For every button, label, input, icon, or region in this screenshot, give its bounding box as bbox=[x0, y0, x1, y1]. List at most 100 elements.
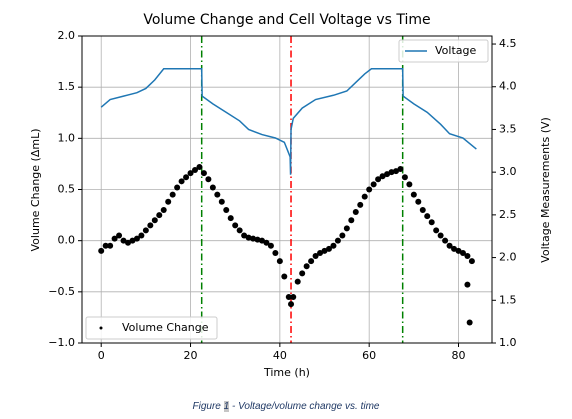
data-point bbox=[267, 242, 274, 249]
data-point bbox=[406, 181, 413, 188]
y-tick-label: −1.0 bbox=[48, 336, 75, 349]
data-point bbox=[183, 174, 190, 181]
data-point bbox=[133, 235, 140, 242]
data-point bbox=[169, 191, 176, 198]
plot-frame bbox=[81, 35, 493, 344]
data-point bbox=[308, 258, 315, 265]
data-point bbox=[366, 186, 373, 193]
data-point bbox=[200, 170, 207, 177]
x-tick-label: 20 bbox=[184, 349, 198, 362]
data-point bbox=[209, 184, 216, 191]
data-point bbox=[138, 232, 145, 239]
data-point bbox=[174, 184, 181, 191]
data-point bbox=[120, 237, 127, 244]
data-point bbox=[191, 167, 198, 174]
x-tick-label: 60 bbox=[362, 349, 376, 362]
data-point bbox=[250, 235, 257, 242]
data-point bbox=[116, 232, 123, 239]
y2-tick-label: 3.0 bbox=[499, 165, 517, 178]
data-point bbox=[98, 247, 105, 254]
data-point bbox=[276, 258, 283, 265]
data-point bbox=[160, 206, 167, 213]
data-point bbox=[303, 263, 310, 270]
legend-box bbox=[85, 316, 218, 340]
data-point bbox=[455, 247, 462, 254]
data-point bbox=[384, 171, 391, 178]
y2-tick-label: 4.5 bbox=[499, 37, 517, 50]
data-point bbox=[111, 235, 118, 242]
data-point bbox=[330, 242, 337, 249]
data-point bbox=[464, 253, 471, 260]
data-point bbox=[446, 242, 453, 249]
data-point bbox=[223, 206, 230, 213]
data-point bbox=[348, 217, 355, 224]
data-point bbox=[125, 239, 132, 246]
data-point bbox=[218, 198, 225, 205]
x-axis-label: Time (h) bbox=[263, 366, 310, 379]
data-point bbox=[321, 247, 328, 254]
data-point bbox=[424, 213, 431, 220]
x-tick-label: 40 bbox=[273, 349, 287, 362]
data-point bbox=[142, 227, 149, 234]
data-point bbox=[433, 227, 440, 234]
data-point bbox=[241, 232, 248, 239]
data-point bbox=[294, 278, 301, 285]
voltage-line bbox=[100, 68, 477, 175]
data-point bbox=[263, 239, 270, 246]
data-point bbox=[464, 281, 471, 288]
y2-tick-label: 2.5 bbox=[499, 208, 517, 221]
data-point bbox=[290, 293, 297, 300]
data-point bbox=[339, 232, 346, 239]
data-point bbox=[317, 249, 324, 256]
data-point bbox=[281, 273, 288, 280]
data-point bbox=[343, 225, 350, 232]
data-point bbox=[196, 163, 203, 170]
y-tick-label: 1.0 bbox=[58, 131, 76, 144]
data-point bbox=[352, 209, 359, 216]
data-point bbox=[397, 166, 404, 173]
chart-title: Volume Change and Cell Voltage vs Time bbox=[143, 12, 430, 28]
data-point bbox=[288, 301, 295, 308]
data-point bbox=[415, 198, 422, 205]
data-point bbox=[232, 222, 239, 229]
data-point bbox=[401, 174, 408, 181]
legend-label: Volume Change bbox=[122, 321, 209, 334]
data-point bbox=[379, 173, 386, 180]
data-point bbox=[187, 170, 194, 177]
caption-number: 1 bbox=[223, 401, 230, 412]
data-point bbox=[388, 169, 395, 176]
data-point bbox=[370, 181, 377, 188]
y-tick-label: 1.5 bbox=[58, 80, 76, 93]
data-point bbox=[254, 236, 261, 243]
y-axis-label: Volume Change (ΔmL) bbox=[29, 129, 42, 252]
data-point bbox=[428, 219, 435, 226]
y2-tick-label: 4.0 bbox=[499, 80, 517, 93]
chart: Volume Change and Cell Voltage vs Time T… bbox=[29, 12, 552, 379]
legend-swatch bbox=[99, 326, 103, 330]
data-point bbox=[451, 245, 458, 252]
y2-tick-label: 1.0 bbox=[499, 336, 517, 349]
page: Volume Change and Cell Voltage vs Time T… bbox=[29, 12, 552, 412]
data-point bbox=[272, 249, 279, 256]
data-point bbox=[459, 249, 466, 256]
data-point bbox=[392, 168, 399, 175]
y2-tick-label: 1.5 bbox=[499, 293, 517, 306]
y-tick-label: 0.5 bbox=[58, 183, 76, 196]
y-tick-label: 0.0 bbox=[58, 234, 76, 247]
data-point bbox=[236, 227, 243, 234]
data-point bbox=[129, 237, 136, 244]
data-point bbox=[165, 198, 172, 205]
data-point bbox=[147, 222, 154, 229]
data-point bbox=[102, 242, 109, 249]
data-point bbox=[442, 237, 449, 244]
data-point bbox=[375, 176, 382, 183]
data-point bbox=[151, 217, 158, 224]
data-point bbox=[156, 212, 163, 219]
data-point bbox=[357, 201, 364, 208]
data-point bbox=[245, 234, 252, 241]
data-point bbox=[227, 215, 234, 222]
data-point bbox=[334, 237, 341, 244]
data-point bbox=[258, 237, 265, 244]
caption-prefix: Figure bbox=[192, 401, 224, 412]
x-tick-label: 80 bbox=[452, 349, 466, 362]
